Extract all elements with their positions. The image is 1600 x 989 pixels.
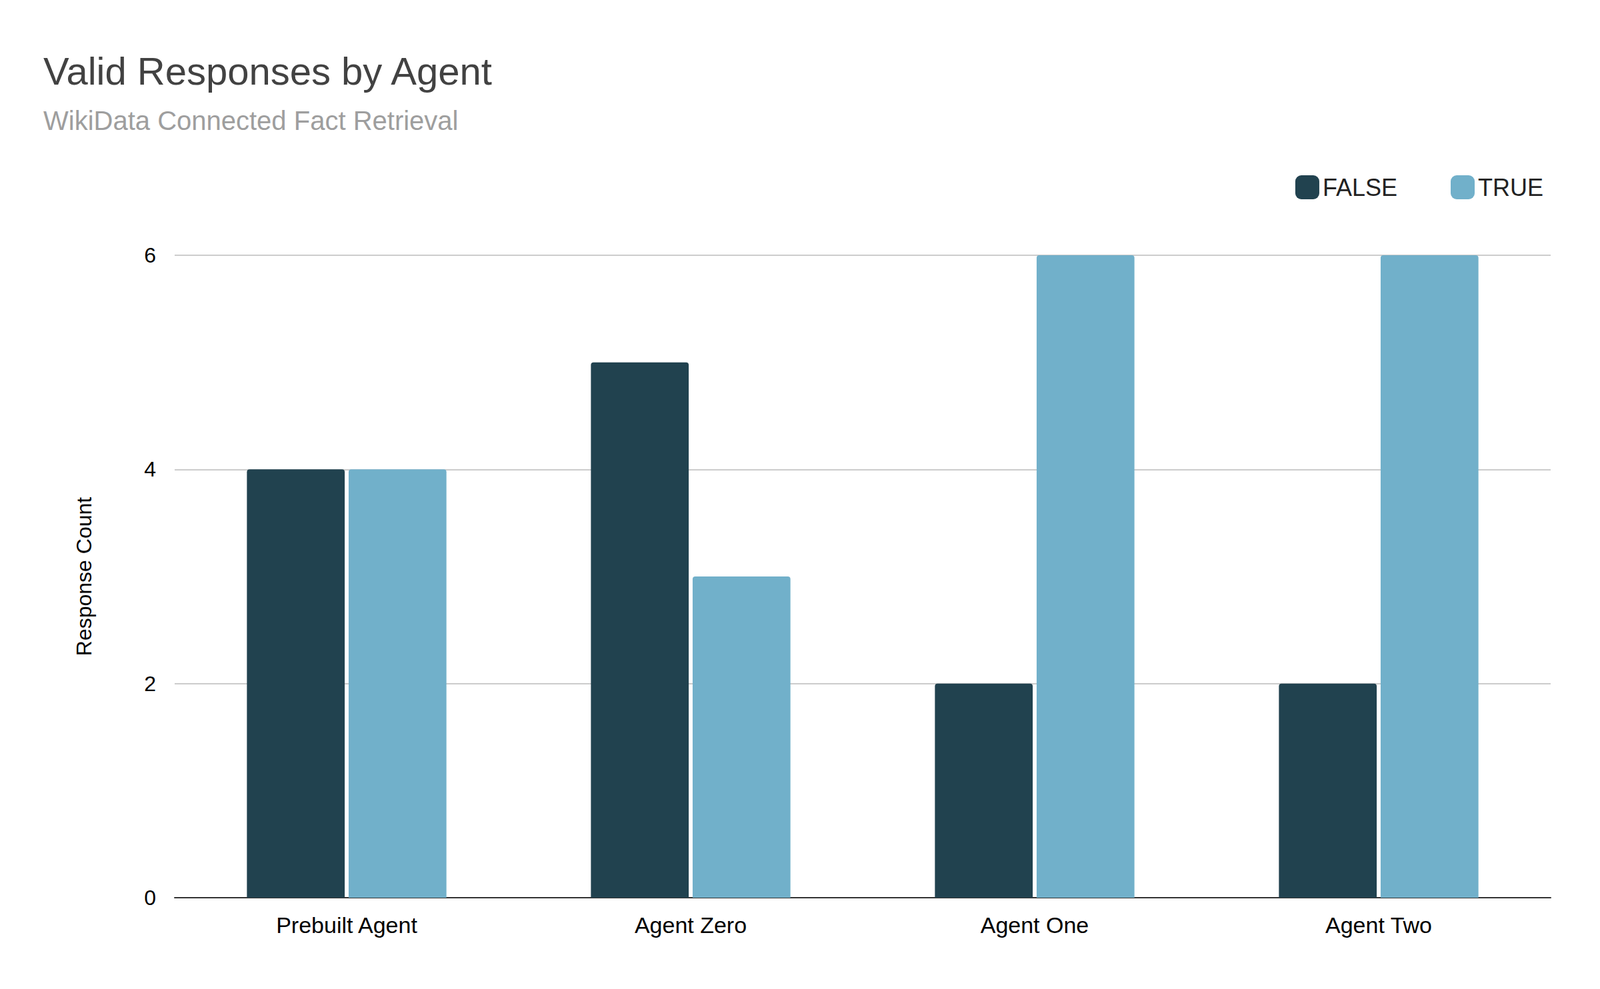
svg-text:Agent Two: Agent Two	[1325, 912, 1432, 938]
svg-text:TRUE: TRUE	[1478, 174, 1544, 202]
svg-text:6: 6	[144, 243, 156, 268]
svg-text:Agent One: Agent One	[980, 912, 1090, 938]
svg-text:Response Count: Response Count	[72, 497, 96, 656]
svg-text:2: 2	[144, 672, 156, 696]
svg-text:0: 0	[144, 886, 156, 910]
svg-text:Valid Responses by Agent: Valid Responses by Agent	[43, 49, 492, 93]
svg-text:WikiData Connected Fact Retrie: WikiData Connected Fact Retrieval	[43, 106, 458, 136]
svg-text:Agent Zero: Agent Zero	[634, 912, 747, 938]
svg-text:Prebuilt Agent: Prebuilt Agent	[276, 912, 418, 938]
svg-text:FALSE: FALSE	[1322, 174, 1398, 202]
svg-text:4: 4	[144, 457, 156, 482]
